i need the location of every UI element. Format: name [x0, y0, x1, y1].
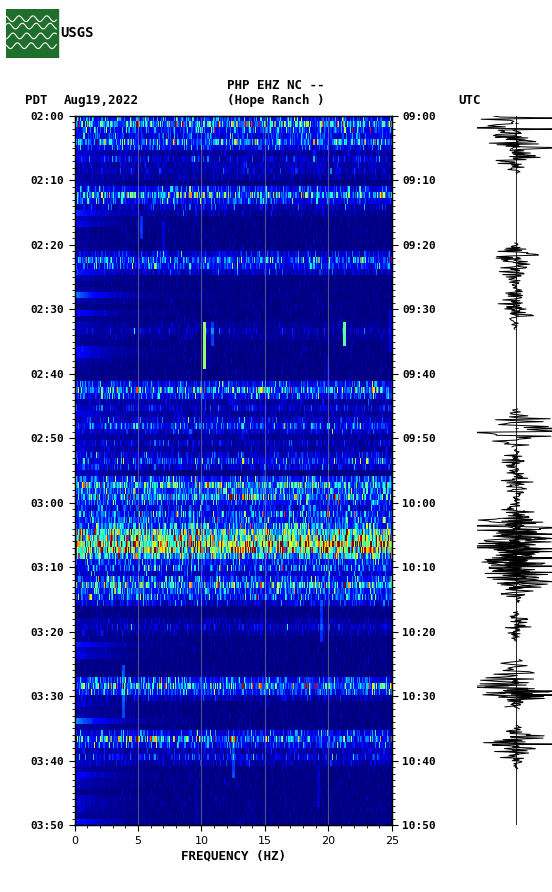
Text: USGS: USGS	[61, 27, 94, 40]
X-axis label: FREQUENCY (HZ): FREQUENCY (HZ)	[181, 850, 286, 863]
Text: UTC: UTC	[458, 94, 481, 107]
Text: PHP EHZ NC --: PHP EHZ NC --	[227, 78, 325, 92]
Bar	[6, 9, 58, 58]
Text: Aug19,2022: Aug19,2022	[63, 94, 139, 107]
Text: PDT: PDT	[25, 94, 47, 107]
Text: (Hope Ranch ): (Hope Ranch )	[227, 94, 325, 107]
